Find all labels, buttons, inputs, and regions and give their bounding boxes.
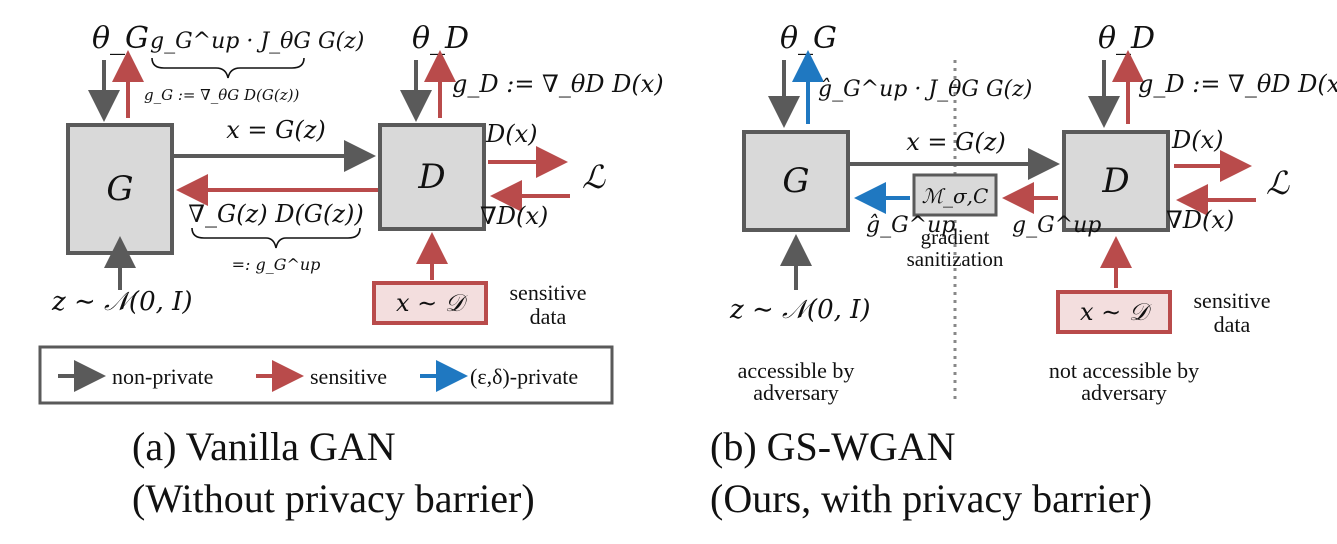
left-data-label: x ∼ 𝒟 <box>396 289 469 317</box>
left-dx-label: D(x) <box>485 120 538 148</box>
left-gd-def: g_D := ∇_θD D(x) <box>452 70 664 98</box>
accessible-line2: adversary <box>753 380 839 405</box>
right-loss-label: ℒ <box>1266 164 1290 202</box>
left-gen-grad-def: g_G := ∇_θG D(G(z)) <box>144 86 299 104</box>
right-data-box <box>1056 290 1172 334</box>
left-z-dist: z ∼ 𝒩(0, I) <box>51 287 193 317</box>
legend-private: (ε,δ)-private <box>470 364 578 389</box>
legend-non-private: non-private <box>112 364 213 389</box>
left-theta-g: θ_G <box>92 21 149 56</box>
vanilla-gan-panel: θ_G θ_D G D g_G^up · J_θG G(z) g_G := ∇_… <box>38 21 664 405</box>
accessible-line1: accessible by <box>738 358 855 383</box>
right-dx-label: D(x) <box>1171 126 1224 154</box>
right-generator-box <box>742 130 850 232</box>
right-g-up-label: g_G^up <box>1012 213 1101 238</box>
left-discriminator-label: D <box>417 157 445 197</box>
mechanism-box <box>912 173 998 217</box>
left-gen-grad-label: g_G^up · J_θG G(z) <box>150 29 364 54</box>
left-grad-gz-label: ∇_G(z) D(G(z)) <box>188 200 363 228</box>
caption-a-subtitle: (Without privacy barrier) <box>132 476 535 521</box>
mechanism-label: ℳ_σ,C <box>922 184 989 208</box>
caption-a-title: (a) Vanilla GAN <box>132 424 396 469</box>
not-accessible-line1: not accessible by <box>1049 358 1199 383</box>
right-gd-def: g_D := ∇_θD D(x) <box>1138 70 1337 98</box>
right-sensitive-line2: data <box>1214 312 1251 337</box>
right-z-dist: z ∼ 𝒩(0, I) <box>729 295 871 325</box>
sanitize-line1: gradient <box>921 225 990 249</box>
right-data-label: x ∼ 𝒟 <box>1080 298 1153 326</box>
caption-b-subtitle: (Ours, with privacy barrier) <box>710 476 1153 521</box>
right-discriminator-box <box>1062 130 1170 232</box>
right-grad-dx-label: ∇D(x) <box>1166 206 1234 234</box>
right-generator-label: G <box>782 161 809 201</box>
left-generator-label: G <box>106 169 133 209</box>
right-sensitive-line1: sensitive <box>1194 288 1271 313</box>
left-gen-grad-underbrace <box>151 57 305 79</box>
right-x-eq-label: x = G(z) <box>906 128 1005 156</box>
legend-box <box>38 345 614 405</box>
legend-sensitive: sensitive <box>310 364 387 389</box>
left-theta-d: θ_D <box>412 21 469 56</box>
left-data-box <box>372 281 488 325</box>
left-discriminator-box <box>378 123 486 231</box>
right-gen-grad-label: ĝ_G^up · J_θG G(z) <box>818 77 1032 102</box>
right-theta-g: θ_G <box>780 21 837 56</box>
left-sensitive-line2: data <box>530 304 567 329</box>
right-g-hat-up-label: ĝ_G^up <box>866 213 955 238</box>
not-accessible-line2: adversary <box>1081 380 1167 405</box>
left-grad-gz-underbrace <box>191 227 361 249</box>
left-x-eq-label: x = G(z) <box>226 116 325 144</box>
caption-b-title: (b) GS-WGAN <box>710 424 956 469</box>
left-grad-dx-label: ∇D(x) <box>480 202 548 230</box>
sanitize-line2: sanitization <box>907 247 1004 271</box>
right-theta-d: θ_D <box>1098 21 1155 56</box>
left-eq-gup-label: =: g_G^up <box>232 255 321 274</box>
left-loss-label: ℒ <box>582 158 606 196</box>
right-discriminator-label: D <box>1101 161 1129 201</box>
left-sensitive-line1: sensitive <box>510 280 587 305</box>
gs-wgan-panel: θ_G θ_D G D ĝ_G^up · J_θG G(z) g_D := ∇_… <box>729 21 1337 405</box>
